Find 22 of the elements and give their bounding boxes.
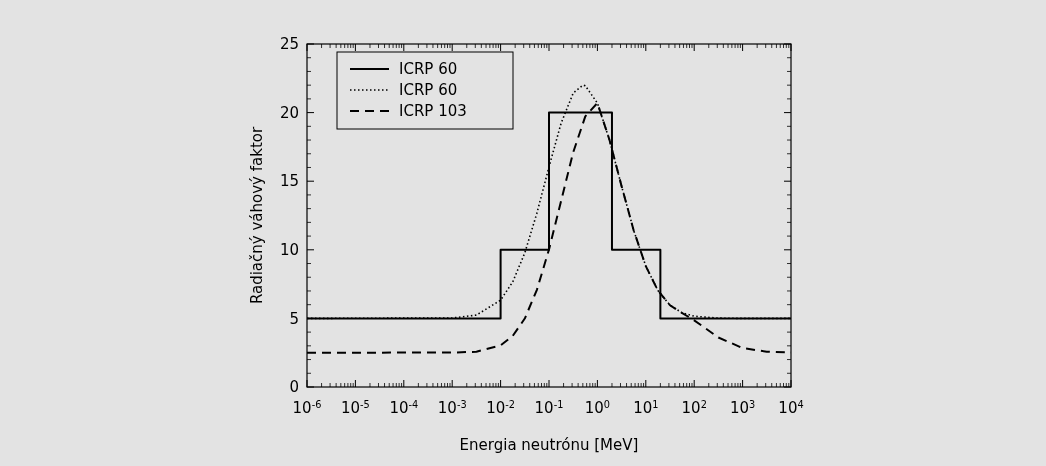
y-axis-title: Radiačný váhový faktor xyxy=(248,126,266,305)
y-tick-label: 20 xyxy=(279,103,299,122)
x-tick-label: 10$^{-5}$ xyxy=(340,398,370,417)
y-tick-label: 10 xyxy=(279,241,299,260)
x-tick-label: 10$^{-4}$ xyxy=(389,398,419,417)
x-tick-label: 10$^{0}$ xyxy=(584,398,611,417)
legend-label: ICRP 60 xyxy=(399,60,458,79)
x-tick-label: 10$^{1}$ xyxy=(633,398,659,417)
x-tick-label: 10$^{-1}$ xyxy=(534,398,564,417)
y-tick-label: 5 xyxy=(289,309,299,328)
legend-label: ICRP 60 xyxy=(399,81,458,100)
legend-label: ICRP 103 xyxy=(399,102,467,121)
x-tick-label: 10$^{-6}$ xyxy=(292,398,322,417)
y-tick-label: 0 xyxy=(289,378,299,397)
x-tick-label: 10$^{4}$ xyxy=(778,398,804,417)
x-tick-label: 10$^{-3}$ xyxy=(437,398,467,417)
x-tick-label: 10$^{2}$ xyxy=(681,398,707,417)
y-tick-label: 15 xyxy=(279,172,299,191)
x-tick-label: 10$^{3}$ xyxy=(729,398,756,417)
y-tick-label: 25 xyxy=(279,35,299,54)
x-axis-title: Energia neutrónu [MeV] xyxy=(459,436,639,454)
x-tick-label: 10$^{-2}$ xyxy=(486,398,516,417)
